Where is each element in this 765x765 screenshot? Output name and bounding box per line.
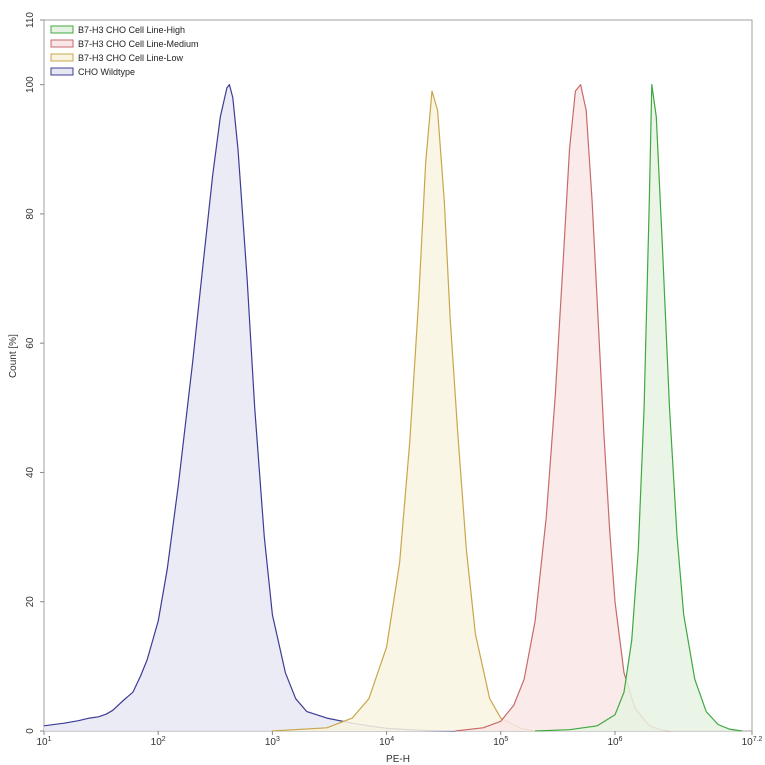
- series-3: [43, 84, 456, 732]
- legend-label: B7-H3 CHO Cell Line-High: [78, 25, 185, 35]
- y-axis-title: Count [%]: [8, 334, 19, 378]
- series-layer: [43, 84, 743, 732]
- legend-label: B7-H3 CHO Cell Line-Low: [78, 53, 184, 63]
- series-area: [455, 84, 670, 732]
- legend-item: B7-H3 CHO Cell Line-High: [50, 25, 185, 35]
- y-tick-label: 110: [25, 12, 36, 28]
- legend-swatch: [50, 39, 74, 48]
- series-area: [535, 84, 743, 732]
- legend-swatch: [50, 53, 74, 62]
- series-0: [535, 84, 743, 732]
- x-tick-label: 107.2: [742, 736, 763, 748]
- y-tick-label: 20: [25, 596, 36, 608]
- y-tick-label: 80: [25, 208, 36, 220]
- series-line: [535, 84, 743, 732]
- legend-label: B7-H3 CHO Cell Line-Medium: [78, 39, 199, 49]
- series-line: [272, 90, 536, 732]
- x-tick-label: 101: [36, 736, 51, 748]
- x-tick-label: 105: [493, 736, 508, 748]
- x-tick-label: 103: [265, 736, 280, 748]
- x-axis-title: PE-H: [386, 754, 410, 765]
- x-tick-label: 106: [607, 736, 622, 748]
- x-tick-label: 102: [151, 736, 166, 748]
- legend-swatch: [50, 25, 74, 34]
- x-tick-label: 104: [379, 736, 394, 748]
- x-axis: 101 102 103 104 105 106 107.2: [36, 731, 763, 748]
- legend-item: B7-H3 CHO Cell Line-Medium: [50, 39, 199, 49]
- y-axis: 0 20 40 60 80 100 110: [25, 12, 44, 734]
- legend-item: CHO Wildtype: [50, 67, 135, 77]
- series-area: [44, 84, 456, 732]
- series-area: [272, 91, 536, 732]
- legend-swatch: [50, 67, 74, 76]
- y-tick-label: 0: [25, 728, 36, 734]
- legend-item: B7-H3 CHO Cell Line-Low: [50, 53, 184, 63]
- legend-label: CHO Wildtype: [78, 67, 135, 77]
- y-tick-label: 60: [25, 337, 36, 349]
- y-tick-label: 100: [25, 76, 36, 93]
- series-2: [272, 90, 536, 732]
- legend: B7-H3 CHO Cell Line-High B7-H3 CHO Cell L…: [50, 25, 199, 77]
- series-line: [43, 84, 456, 732]
- y-tick-label: 40: [25, 466, 36, 478]
